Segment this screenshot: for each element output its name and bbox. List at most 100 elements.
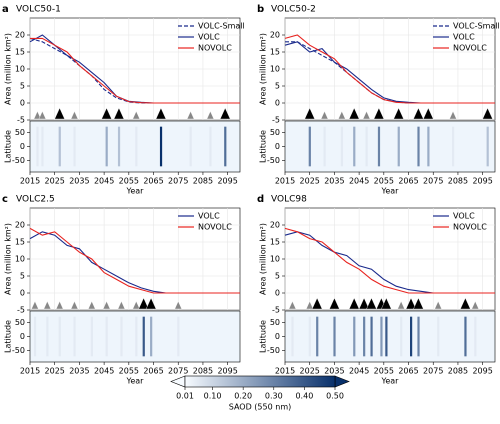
x-tick-label: 2055: [119, 177, 139, 186]
eruption-marker: [358, 297, 370, 310]
y-tick-label: 0: [20, 142, 25, 151]
colorbar-tick-label: 0.30: [265, 392, 283, 401]
eruption-marker: [43, 300, 52, 310]
panel-label: b: [257, 4, 264, 15]
x-tick-label: 2095: [472, 177, 492, 186]
saod-stripe: [209, 126, 212, 167]
y-tick-label: 0: [20, 99, 25, 108]
y-tick-label: 5: [20, 272, 25, 281]
series-line: [29, 227, 240, 294]
eruption-marker: [329, 297, 340, 310]
eruption-marker: [304, 107, 316, 120]
legend-label: NOVOLC: [453, 223, 487, 232]
heatmap-y-label: Latitude: [259, 320, 268, 353]
y-axis-label: Area (million km²): [259, 223, 268, 295]
heatmap-area: [284, 120, 496, 173]
y-tick-label: 15: [270, 48, 280, 57]
y-tick-label: -5: [17, 306, 25, 315]
x-tick-label: 2015: [275, 367, 295, 376]
panel-title: VOLC50-2: [271, 5, 316, 15]
eruption-marker: [305, 300, 314, 310]
y-tick-label: 50: [270, 318, 280, 327]
x-tick-label: 2075: [423, 177, 443, 186]
x-tick-label: 2055: [119, 367, 139, 376]
y-axis-label: Area (million km²): [259, 33, 268, 105]
y-tick-label: -5: [272, 116, 280, 125]
eruption-marker: [31, 300, 39, 310]
y-tick-label: -50: [267, 346, 280, 355]
y-axis-label: Area (million km²): [4, 33, 13, 105]
x-tick-label: 2025: [300, 367, 320, 376]
eruption-marker: [33, 110, 42, 120]
panel-label: c: [2, 194, 8, 205]
y-tick-label: 50: [15, 128, 25, 137]
saod-stripe: [46, 316, 49, 357]
eruption-marker: [482, 107, 493, 120]
saod-stripe: [105, 316, 108, 357]
eruption-marker: [338, 110, 346, 120]
x-tick-label: 2045: [94, 177, 114, 186]
x-tick-label: 2045: [349, 367, 369, 376]
y-tick-label: 5: [275, 82, 280, 91]
legend-label: NOVOLC: [198, 44, 232, 53]
colorbar-high: [334, 375, 350, 388]
legend-label: NOVOLC: [198, 223, 232, 232]
x-tick-label: 2065: [398, 177, 418, 186]
x-tick-label: 2035: [69, 367, 89, 376]
eruption-marker: [132, 110, 141, 120]
heatmap-area: [29, 120, 241, 173]
saod-stripe: [308, 126, 311, 167]
x-tick-label: 2065: [143, 177, 163, 186]
saod-stripe: [365, 126, 368, 167]
y-tick-label: 0: [20, 332, 25, 341]
eruption-marker: [288, 300, 297, 310]
panel-title: VOLC50-1: [16, 5, 61, 15]
saod-stripe: [33, 316, 37, 357]
eruption-marker: [320, 110, 329, 120]
y-tick-label: 10: [270, 65, 280, 74]
saod-stripe: [417, 316, 420, 357]
y-tick-label: 0: [275, 142, 280, 151]
saod-stripe: [377, 126, 381, 167]
saod-stripe: [135, 126, 138, 167]
eruption-marker: [54, 107, 65, 120]
eruption-marker: [113, 107, 125, 120]
heatmap-y-label: Latitude: [259, 130, 268, 163]
eruption-marker: [380, 297, 392, 310]
x-tick-label: 2055: [374, 177, 394, 186]
saod-stripe: [73, 126, 76, 167]
legend-label: VOLC: [453, 212, 475, 221]
x-tick-label: 2015: [20, 367, 40, 376]
saod-stripe: [340, 126, 344, 167]
series-line: [30, 37, 240, 104]
colorbar-label: SAOD (550 nm): [229, 403, 291, 412]
colorbar: [184, 375, 336, 388]
saod-stripe: [474, 316, 477, 357]
x-tick-label: 2095: [217, 367, 237, 376]
saod-stripe: [90, 316, 93, 357]
y-tick-label: 20: [15, 31, 25, 40]
eruption-marker: [87, 300, 96, 310]
saod-stripe: [400, 316, 403, 357]
x-tick-label: 2025: [45, 367, 65, 376]
x-tick-label: 2035: [69, 177, 89, 186]
eruption-marker: [373, 107, 385, 120]
x-tick-label: 2055: [374, 367, 394, 376]
y-tick-label: -50: [267, 156, 280, 165]
eruption-marker: [311, 297, 323, 310]
y-tick-label: -50: [12, 346, 25, 355]
legend-label: VOLC-Small: [453, 22, 500, 31]
eruption-marker: [348, 297, 360, 310]
saod-stripe: [177, 316, 180, 357]
x-tick-label: 2075: [168, 367, 188, 376]
x-axis-label: Year: [126, 187, 145, 196]
y-tick-label: 0: [275, 332, 280, 341]
x-tick-label: 2075: [168, 177, 188, 186]
y-tick-label: 5: [275, 272, 280, 281]
saod-stripe: [224, 126, 227, 167]
x-tick-label: 2065: [143, 367, 163, 376]
saod-stripe: [73, 316, 76, 357]
panel-label: a: [2, 4, 9, 15]
saod-stripe: [323, 126, 326, 167]
heatmap-area: [284, 310, 496, 363]
